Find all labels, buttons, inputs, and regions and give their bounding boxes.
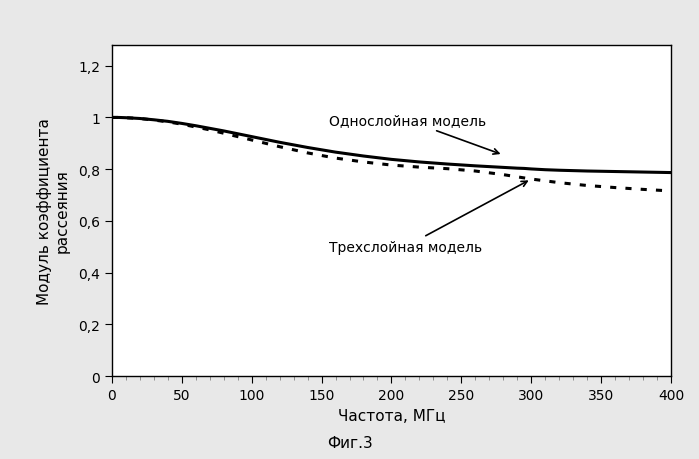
Text: Трехслойная модель: Трехслойная модель — [329, 182, 527, 254]
Text: Фиг.3: Фиг.3 — [326, 435, 373, 450]
Text: Однослойная модель: Однослойная модель — [329, 114, 499, 155]
Y-axis label: Модуль коэффициента
рассеяния: Модуль коэффициента рассеяния — [37, 118, 70, 304]
X-axis label: Частота, МГц: Частота, МГц — [338, 408, 445, 423]
